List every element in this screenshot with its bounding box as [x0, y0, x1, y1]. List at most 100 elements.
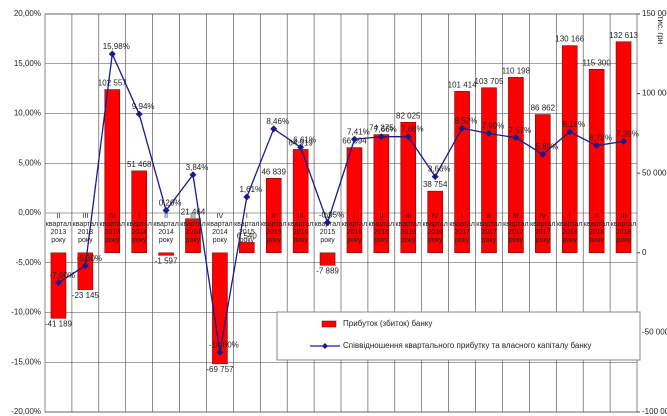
line-marker: [270, 125, 278, 133]
x-tick-label: I квартал 2018 року: [556, 212, 583, 244]
x-tick-label: II квартал 2013 року: [45, 212, 72, 244]
bar: [265, 177, 282, 254]
y-tick-label: -10,00%: [11, 308, 41, 317]
line-marker: [297, 143, 305, 151]
x-tick-label: II квартал 2014 року: [153, 212, 179, 244]
line-label: 7,57%: [509, 126, 532, 135]
bar-label: 82 025: [396, 111, 421, 120]
y-tick-label: -20,00%: [11, 407, 41, 416]
bar: [319, 252, 336, 266]
line-marker: [216, 348, 224, 356]
line-marker: [620, 137, 628, 145]
bar-label: -69 757: [206, 365, 234, 374]
bar: [400, 121, 417, 254]
line-marker: [243, 193, 251, 201]
line-marker: [377, 133, 385, 141]
bar-label: -41 189: [45, 319, 73, 328]
line-label: 8,46%: [266, 117, 289, 126]
bar-label: 101 414: [448, 80, 477, 89]
y2-tick-label: 150 000: [642, 9, 667, 18]
legend-marker: [322, 343, 328, 349]
x-tick-label: IV квартал 2015 року: [314, 212, 341, 244]
x-tick-label: II квартал 2016 року: [368, 212, 395, 244]
line-label: 3,84%: [186, 163, 209, 172]
line-label: 7,68%: [401, 125, 424, 134]
x-tick-label: III квартал 2017 року: [503, 212, 529, 244]
x-tick-label: I квартал 2014 року: [126, 212, 152, 244]
line-marker: [162, 206, 170, 214]
bar-label: 46 839: [261, 167, 286, 176]
bar-label: -7 889: [316, 266, 339, 275]
line-marker: [539, 150, 547, 158]
line-marker: [324, 218, 332, 226]
bar: [104, 89, 121, 254]
bar-label: -1 597: [155, 256, 178, 265]
bar: [239, 242, 255, 254]
x-tick-label: IV квартал 2014 року: [207, 212, 233, 244]
line-marker: [189, 171, 197, 179]
line-label: 7,20%: [616, 129, 639, 138]
line-marker: [512, 134, 520, 142]
bar: [481, 87, 497, 254]
line-label: 8,52%: [455, 116, 478, 125]
y2-tick-label: 100 000: [642, 89, 667, 98]
bar-label: 130 166: [555, 35, 584, 44]
x-tick-label: I квартал 2017 року: [449, 212, 475, 244]
bar-label: 86 862: [531, 104, 556, 113]
line: [58, 51, 624, 353]
y-tick-label: 20,00%: [14, 9, 41, 18]
x-tick-label: III квартал 2014 року: [180, 212, 206, 244]
y2-tick-label: -50 000: [642, 328, 667, 337]
bar: [454, 91, 470, 254]
line-marker: [135, 110, 143, 118]
line-label: -7,00%: [50, 271, 75, 280]
bar: [346, 147, 363, 254]
y2-tick-label: -100 000: [642, 407, 667, 416]
line-label: 8,16%: [562, 120, 585, 129]
line-marker: [566, 128, 574, 136]
line-marker: [593, 142, 601, 150]
y-tick-label: 10,00%: [14, 109, 41, 118]
x-tick-label: III квартал 2013 року: [72, 212, 99, 244]
line-marker: [458, 124, 466, 132]
bar-label: 6 540: [237, 231, 258, 240]
legend-label: Співвідношення квартального прибутку та …: [343, 341, 591, 350]
line-label: 6,61%: [293, 135, 316, 144]
x-tick-label: II квартал 2015 року: [260, 212, 287, 244]
bar-label: 38 754: [423, 180, 448, 189]
bar-label: -23 145: [72, 291, 100, 300]
line-label: 6,78%: [589, 134, 612, 143]
line-label: 7,66%: [374, 125, 397, 134]
y-tick-label: -5,00%: [16, 258, 41, 267]
bar: [427, 190, 443, 254]
y2-tick-label: 50 000: [642, 168, 667, 177]
line-label: 1,61%: [239, 185, 262, 194]
legend-swatch: [321, 320, 337, 328]
bar: [615, 41, 632, 254]
line-marker: [108, 50, 116, 58]
bar-label: 21 464: [181, 208, 206, 217]
x-tick-label: I квартал 2016 року: [341, 212, 368, 244]
bar: [588, 68, 605, 254]
line-label: 5,89%: [535, 143, 558, 152]
line-marker: [431, 173, 439, 181]
x-tick-label: IV квартал 2017 року: [530, 212, 556, 244]
bar-label: 103 705: [475, 77, 504, 86]
bar-label: 51 468: [127, 160, 152, 169]
line-marker: [350, 135, 358, 143]
line-marker: [485, 129, 493, 137]
line-label: 15,98%: [103, 42, 130, 51]
bar: [508, 77, 524, 254]
bar-label: 74 275: [369, 124, 394, 133]
line-label: 3,66%: [428, 165, 451, 174]
line-label: 7,41%: [347, 127, 370, 136]
legend-label: Прибуток (збиток) банку: [343, 319, 432, 328]
bar-label: 64 919: [288, 139, 313, 148]
x-tick-label: I квартал 2015 року: [234, 212, 260, 244]
bar: [158, 252, 174, 256]
x-tick-label: III квартал 2015 року: [287, 212, 314, 244]
bar-label: 110 198: [502, 66, 531, 75]
y-tick-label: -15,00%: [11, 357, 41, 366]
